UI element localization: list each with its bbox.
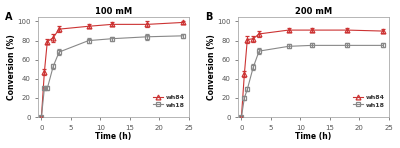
Y-axis label: Conversion (%): Conversion (%) <box>7 34 16 100</box>
Text: A: A <box>6 12 13 22</box>
Legend: wh84, wh18: wh84, wh18 <box>352 94 386 109</box>
Title: 200 mM: 200 mM <box>295 7 332 16</box>
X-axis label: Time (h): Time (h) <box>296 132 332 141</box>
Title: 100 mM: 100 mM <box>95 7 132 16</box>
Text: B: B <box>206 12 213 22</box>
X-axis label: Time (h): Time (h) <box>96 132 132 141</box>
Y-axis label: Conversion (%): Conversion (%) <box>207 34 216 100</box>
Legend: wh84, wh18: wh84, wh18 <box>152 94 186 109</box>
